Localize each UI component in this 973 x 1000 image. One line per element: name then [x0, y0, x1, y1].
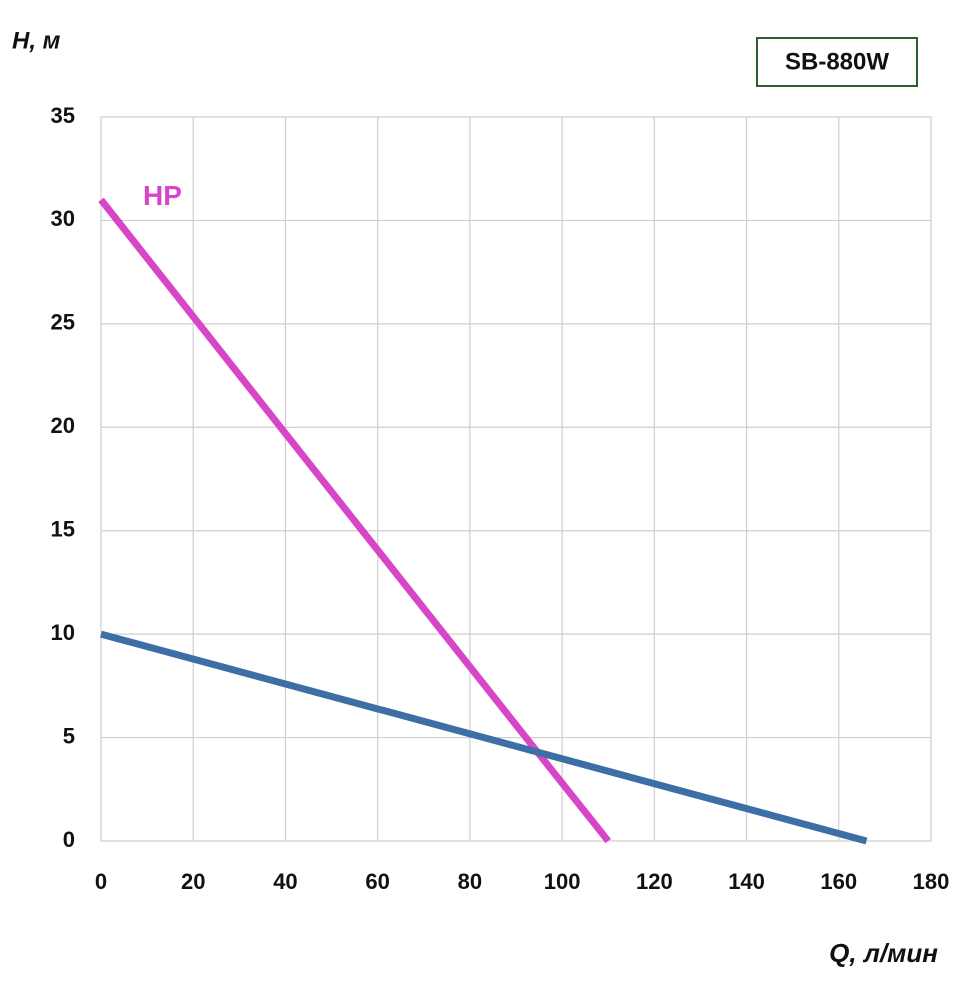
x-tick-label: 120	[636, 869, 673, 894]
x-tick-label: 140	[728, 869, 765, 894]
x-tick-label: 100	[544, 869, 581, 894]
series-label: HP	[143, 180, 182, 211]
y-tick-label: 25	[51, 310, 75, 335]
x-axis-label: Q, л/мин	[829, 938, 938, 968]
title-box	[756, 37, 918, 87]
x-tick-label: 180	[913, 869, 950, 894]
y-tick-label: 35	[51, 103, 75, 128]
x-tick-label: 40	[273, 869, 297, 894]
y-axis-label: H, м	[12, 27, 61, 54]
x-tick-label: 0	[95, 869, 107, 894]
chart-title: SB-880W	[785, 48, 889, 75]
y-tick-label: 20	[51, 413, 75, 438]
x-tick-label: 60	[365, 869, 389, 894]
x-tick-label: 20	[181, 869, 205, 894]
data-line	[98, 197, 611, 844]
y-tick-label: 5	[63, 723, 75, 748]
y-tick-label: 10	[51, 620, 75, 645]
x-tick-label: 80	[458, 869, 482, 894]
y-tick-label: 0	[63, 827, 75, 852]
y-tick-label: 30	[51, 206, 75, 231]
x-tick-label: 160	[820, 869, 857, 894]
data-line	[100, 630, 868, 845]
y-tick-label: 15	[51, 517, 75, 542]
